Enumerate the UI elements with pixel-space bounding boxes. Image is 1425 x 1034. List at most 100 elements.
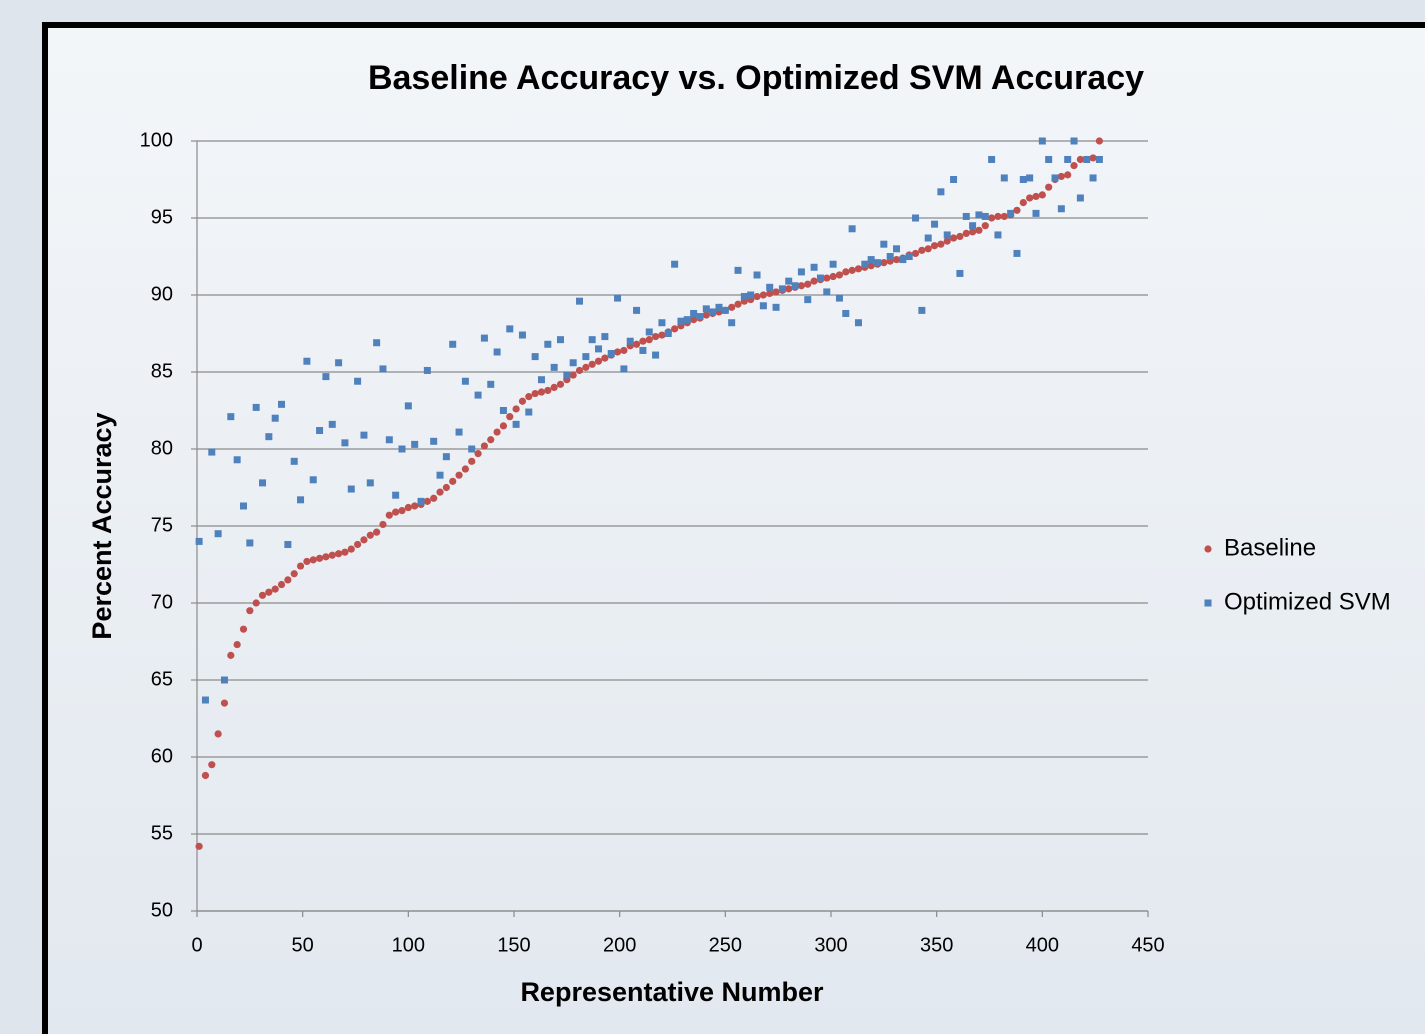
data-point (506, 413, 514, 421)
y-tick-label: 65 (151, 668, 173, 690)
data-point (303, 357, 311, 365)
data-point (252, 403, 260, 411)
x-tick-label: 300 (814, 934, 847, 956)
legend-swatch (1204, 545, 1212, 553)
data-point (201, 771, 210, 780)
data-point (220, 676, 228, 684)
data-point (1064, 155, 1072, 163)
data-point (816, 274, 824, 282)
data-point (652, 351, 660, 359)
data-point (594, 357, 603, 365)
data-point (537, 388, 546, 396)
data-point (278, 400, 286, 408)
data-point (354, 540, 362, 549)
data-point (525, 408, 533, 416)
data-point (709, 308, 717, 316)
data-point (246, 539, 254, 547)
data-point (271, 585, 279, 593)
data-point (620, 346, 628, 355)
data-point (385, 436, 393, 444)
data-point (753, 292, 761, 301)
data-point (588, 336, 596, 344)
data-point (810, 263, 818, 271)
data-point (835, 271, 844, 279)
data-point (975, 211, 983, 219)
data-point (328, 551, 336, 559)
data-point (690, 316, 698, 324)
data-point (601, 333, 609, 341)
data-point (753, 271, 761, 279)
data-point (436, 471, 444, 479)
data-point (1019, 199, 1027, 207)
data-point (766, 289, 774, 298)
data-point (246, 607, 254, 615)
data-point (449, 477, 457, 485)
plot-marks (195, 137, 1103, 850)
data-point (233, 640, 241, 649)
data-point (911, 249, 920, 258)
data-point (740, 293, 748, 301)
data-point (658, 331, 666, 339)
data-point (461, 465, 469, 473)
y-tick-label: 75 (151, 514, 173, 536)
data-point (1095, 137, 1103, 145)
data-point (556, 380, 565, 388)
x-tick-label: 200 (603, 934, 636, 956)
grid: 50 55 60 65 70 75 80 85 90 95 100 0 50 100 150 200 250 30… (140, 129, 1165, 956)
data-point (645, 328, 653, 336)
data-point (575, 366, 584, 375)
data-point (214, 530, 222, 538)
data-point (962, 229, 970, 237)
data-point (715, 303, 723, 311)
data-point (525, 393, 533, 401)
data-point (721, 306, 729, 314)
data-point (265, 588, 273, 596)
data-point (379, 520, 387, 529)
data-point (309, 556, 317, 564)
data-point (937, 240, 945, 248)
legend-label: Optimized SVM (1224, 588, 1391, 615)
x-tick-label: 100 (392, 934, 425, 956)
data-point (867, 262, 875, 270)
data-point (595, 345, 603, 353)
legend: Baseline Optimized SVM (1204, 534, 1391, 615)
data-point (981, 212, 989, 220)
data-point (309, 476, 317, 484)
data-point (259, 479, 267, 487)
data-point (499, 407, 507, 414)
data-point (442, 453, 450, 461)
data-point (544, 386, 552, 395)
data-point (354, 377, 362, 385)
data-point (956, 232, 964, 241)
data-point (861, 260, 869, 268)
data-point (1095, 155, 1103, 163)
data-point (626, 337, 634, 345)
data-point (956, 269, 964, 277)
y-tick-label: 95 (151, 206, 173, 228)
data-point (975, 226, 983, 234)
data-point (728, 319, 736, 327)
data-point (474, 450, 482, 458)
data-point (1076, 155, 1084, 164)
data-point (531, 389, 539, 398)
data-point (943, 237, 951, 245)
data-point (328, 420, 336, 428)
data-point (404, 503, 412, 512)
data-point (823, 288, 831, 296)
y-tick-label: 55 (151, 822, 173, 844)
data-point (645, 336, 653, 344)
data-point (430, 437, 438, 445)
x-axis-title: Representative Number (520, 977, 824, 1007)
data-point (385, 511, 393, 519)
data-point (474, 391, 482, 399)
data-point (772, 303, 780, 311)
y-tick-label: 70 (151, 591, 173, 613)
data-point (582, 363, 590, 371)
data-point (1013, 206, 1021, 214)
data-point (398, 445, 406, 453)
data-point (873, 259, 881, 267)
data-point (924, 234, 932, 242)
data-point (208, 761, 216, 769)
data-point (734, 300, 742, 308)
data-point (658, 319, 666, 327)
